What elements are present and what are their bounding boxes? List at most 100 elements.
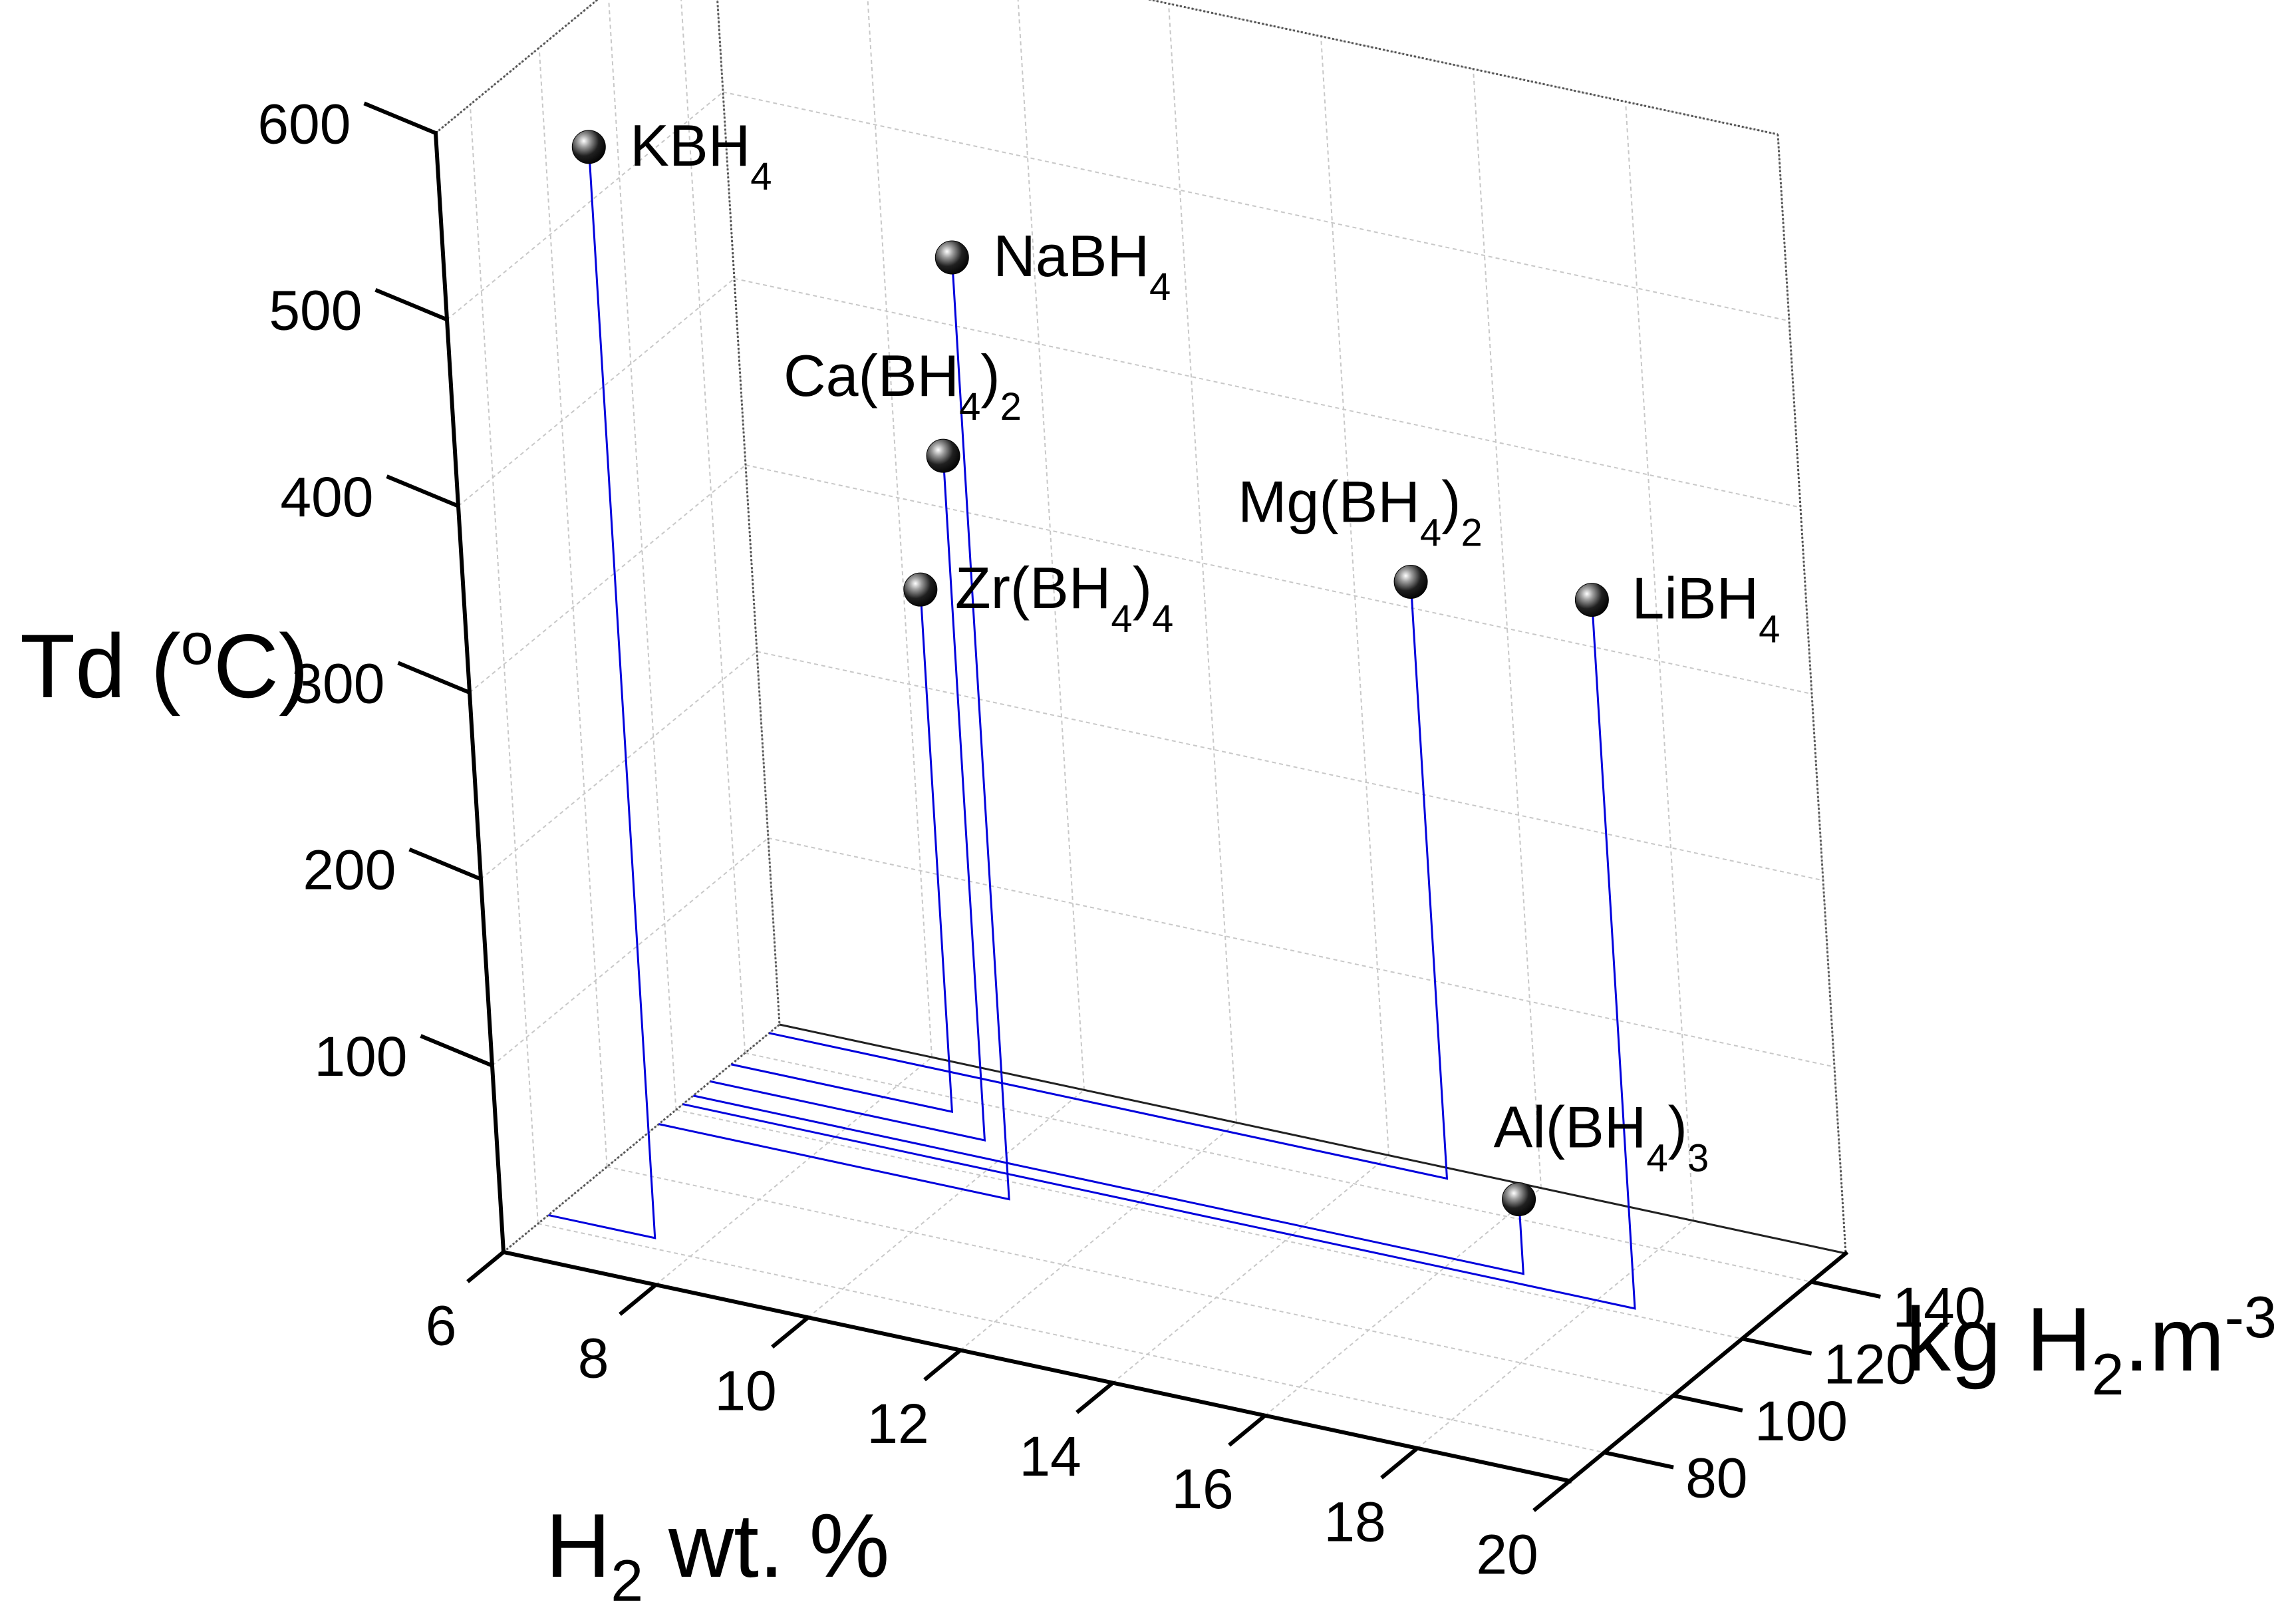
x-tick-label: 10 (714, 1360, 776, 1422)
z-tick-label: 200 (303, 839, 396, 901)
z-tick-label: 400 (280, 466, 373, 528)
y-axis-line (1566, 1250, 1849, 1484)
z-tick (363, 101, 437, 135)
floor-grid-line (676, 1109, 1743, 1340)
back-wall-grid-line (1168, 3, 1237, 1123)
floor-grid-line (960, 1122, 1237, 1351)
floor-grid-line (607, 1166, 1673, 1396)
left-wall-grid-line (608, 0, 677, 1110)
z-tick (386, 474, 460, 508)
x-tick (466, 1250, 505, 1283)
y-tick (1672, 1393, 1743, 1413)
point-label: Ca(BH4)2 (784, 343, 1022, 428)
point-label: Zr(BH4)4 (955, 555, 1173, 641)
back-wall-grid-line (745, 464, 1812, 695)
floor-grid-line (807, 1089, 1085, 1319)
box-edge (779, 1023, 1846, 1255)
back-wall-grid-line (768, 837, 1835, 1068)
box-edge (1777, 134, 1847, 1254)
x-tick (1380, 1446, 1419, 1480)
y-tick-label: 120 (1824, 1333, 1917, 1396)
back-wall-grid-line (722, 91, 1790, 322)
point-label: Mg(BH4)2 (1238, 468, 1483, 554)
z-tick (408, 847, 482, 882)
data-point (1393, 564, 1428, 599)
x-tick (1076, 1381, 1114, 1414)
point-label: LiBH4 (1632, 566, 1780, 651)
x-tick-label: 18 (1324, 1490, 1385, 1553)
floor-grid-line (744, 1052, 1812, 1283)
x-tick-label: 8 (578, 1327, 609, 1390)
drop-lines (548, 146, 1636, 1310)
x-tick-label: 12 (867, 1392, 929, 1455)
drop-line (710, 456, 986, 1142)
data-point (571, 130, 606, 164)
y-tick-label: 100 (1755, 1390, 1848, 1452)
drop-line (548, 146, 656, 1239)
y-tick-label: 80 (1685, 1447, 1747, 1510)
point-label: Al(BH4)3 (1494, 1094, 1709, 1180)
floor-grid-line (1264, 1187, 1542, 1416)
back-wall-grid-line (756, 651, 1824, 882)
left-wall-grid-line (435, 0, 599, 134)
left-wall-grid-line (469, 464, 746, 693)
left-wall-grid-line (446, 91, 724, 321)
x-tick-label: 16 (1171, 1458, 1233, 1520)
back-wall-grid-line (1625, 101, 1694, 1221)
y-tick (1810, 1279, 1881, 1299)
z-tick (397, 661, 471, 695)
data-point (934, 240, 969, 275)
back-wall-grid-line (1148, 0, 1779, 135)
z-tick-label: 100 (314, 1025, 407, 1088)
axis-titles: Td (oC) H2 wt. % kg H2.m-3 (20, 611, 2277, 1613)
z-tick-label: 500 (269, 279, 362, 342)
y-tick-label: 140 (1892, 1276, 1985, 1339)
point-label: KBH4 (630, 112, 772, 198)
left-wall-grid-line (480, 651, 758, 880)
z-axis-title: Td (oC) (20, 611, 309, 717)
x-tick-label: 6 (426, 1294, 457, 1357)
point-label: NaBH4 (993, 223, 1171, 309)
data-points: KBH4 NaBH4 Ca(BH4)2 Mg(BH4)2 LiBH4 Zr(BH4)4 Al… (571, 112, 1780, 1217)
z-tick (374, 287, 448, 322)
data-point (1502, 1182, 1536, 1217)
data-point (903, 572, 938, 607)
z-tick-label: 600 (257, 92, 351, 155)
back-wall-grid-line (734, 277, 1801, 508)
left-wall-grid-line (680, 0, 746, 1053)
z-tick (420, 1034, 494, 1068)
floor-grid-line (1112, 1154, 1389, 1384)
drop-line (692, 1094, 1524, 1275)
floor-grid-line (1417, 1220, 1694, 1449)
x-tick (1532, 1479, 1571, 1512)
back-wall-grid-line (1017, 0, 1085, 1090)
floor-grid-line (537, 1223, 1605, 1454)
x-tick-label: 20 (1476, 1523, 1538, 1585)
left-wall-grid-line (458, 277, 735, 507)
axes: 6810121416182080100120140100200300400500… (257, 92, 1985, 1585)
drop-line (731, 589, 954, 1113)
z-tick-label: 300 (291, 652, 384, 715)
back-wall-grid-line (867, 0, 933, 1058)
x-tick (771, 1315, 809, 1349)
x-axis-title: H2 wt. % (545, 1495, 889, 1613)
drop-line (658, 257, 1010, 1201)
drop-line (682, 599, 1636, 1310)
y-axis-title: kg H2.m-3 (1906, 1284, 2277, 1407)
grid (435, 0, 1846, 1482)
y-tick (1604, 1450, 1674, 1470)
box-frame (435, 0, 1847, 1255)
left-wall-grid-line (492, 837, 769, 1066)
x-tick (923, 1349, 962, 1382)
x-tick-label: 14 (1019, 1425, 1081, 1488)
x-tick (619, 1283, 657, 1316)
data-point (926, 438, 960, 473)
floor-grid-line (655, 1056, 933, 1285)
y-tick (1741, 1337, 1812, 1356)
floor-grid-line (503, 1024, 780, 1253)
x-axis-line (501, 1249, 1572, 1484)
x-tick (1228, 1414, 1266, 1447)
drop-line (769, 581, 1449, 1180)
box-edge (716, 0, 781, 1025)
